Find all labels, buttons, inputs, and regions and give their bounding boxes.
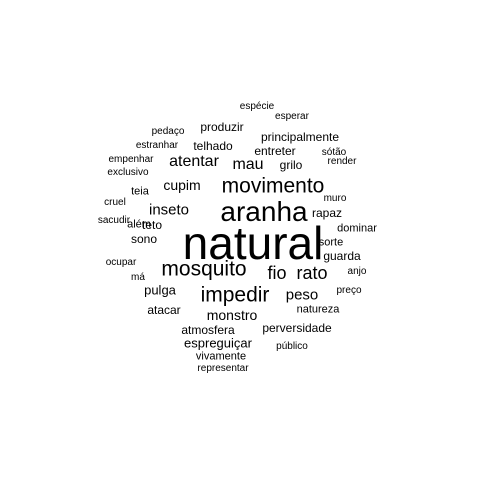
cloud-word: produzir <box>200 120 244 134</box>
cloud-word: mosquito <box>161 257 247 281</box>
cloud-word: exclusivo <box>107 167 149 178</box>
cloud-word: render <box>327 156 357 167</box>
cloud-word: movimento <box>221 174 325 198</box>
cloud-word: grilo <box>279 158 303 172</box>
cloud-word: teia <box>131 185 149 198</box>
cloud-word: má <box>131 272 145 283</box>
cloud-word: anjo <box>347 266 367 277</box>
cloud-word: espécie <box>239 101 275 112</box>
cloud-word: aranha <box>220 196 308 227</box>
cloud-word: monstro <box>206 307 258 323</box>
cloud-word: peso <box>285 286 319 304</box>
cloud-word: rato <box>296 263 328 283</box>
cloud-word: pedaço <box>151 126 185 137</box>
cloud-word: natural <box>182 217 324 269</box>
cloud-word: ocupar <box>105 257 137 268</box>
cloud-word: representar <box>197 363 249 374</box>
cloud-word: fio <box>267 263 287 283</box>
cloud-word: natureza <box>296 303 340 316</box>
cloud-word: estranhar <box>135 140 179 151</box>
cloud-word: preço <box>336 285 362 296</box>
cloud-word: perversidade <box>262 321 332 335</box>
cloud-word: teto <box>141 218 163 232</box>
cloud-word: vivamente <box>195 350 247 363</box>
cloud-word: principalmente <box>260 130 340 144</box>
cloud-word: além <box>127 218 151 231</box>
cloud-word: esperar <box>275 111 309 122</box>
cloud-word: atentar <box>169 153 219 170</box>
cloud-word: inseto <box>148 201 190 219</box>
cloud-word: dominar <box>337 222 377 235</box>
cloud-word: telhado <box>193 139 233 153</box>
cloud-word: mau <box>232 156 264 173</box>
cloud-word: atacar <box>147 303 181 317</box>
cloud-word: atmosfera <box>181 323 235 337</box>
cloud-word: rapaz <box>311 206 343 220</box>
cloud-word: cruel <box>104 197 126 208</box>
cloud-word: sacudir <box>97 215 131 226</box>
cloud-word: espreguiçar <box>184 335 252 351</box>
cloud-word: público <box>276 341 308 352</box>
cloud-word: sorte <box>318 236 344 249</box>
cloud-word: impedir <box>200 283 270 307</box>
cloud-word: sono <box>130 232 158 246</box>
cloud-word: guarda <box>323 249 361 263</box>
cloud-word: pulga <box>144 282 176 298</box>
cloud-word: sótão <box>321 147 347 158</box>
cloud-word: entreter <box>254 144 296 158</box>
cloud-word: muro <box>323 193 347 204</box>
cloud-word: empenhar <box>108 154 154 165</box>
cloud-word: cupim <box>163 177 201 193</box>
